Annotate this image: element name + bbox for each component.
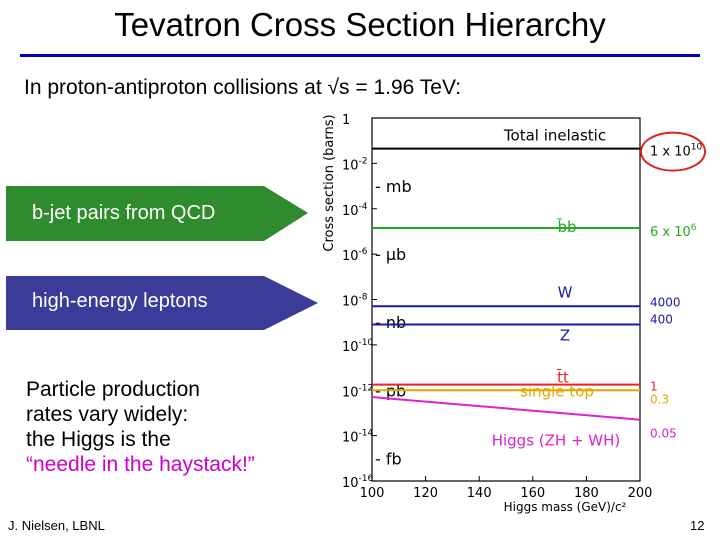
note-line-1: Particle production	[26, 378, 200, 401]
series-value-label: 0.3	[650, 392, 669, 406]
y-tick-label: 10-10	[342, 338, 374, 355]
leptons-arrow	[6, 276, 318, 330]
x-tick-label: 180	[574, 486, 599, 501]
y-tick-label: 10-4	[342, 202, 368, 219]
unit-marker: - μb	[375, 245, 406, 264]
series-value-label: 0.05	[650, 427, 677, 441]
series-name: Total inelastic	[503, 127, 606, 145]
x-tick-label: 120	[413, 486, 438, 501]
slide-title: Tevatron Cross Section Hierarchy	[114, 6, 606, 43]
series-value-label: 1	[650, 380, 658, 394]
bjet-arrow	[6, 186, 308, 241]
bjet-arrow-label: b-jet pairs from QCD	[32, 202, 216, 224]
y-tick-label: 10-14	[342, 429, 374, 446]
title-underline	[20, 54, 700, 57]
x-tick-label: 160	[520, 486, 545, 501]
highlight-circle	[640, 131, 706, 172]
note-line-3: the Higgs is the	[26, 428, 171, 451]
note-line-2: rates vary widely:	[26, 403, 189, 426]
series-value-label: 4000	[650, 295, 681, 309]
y-tick-label: 10-2	[342, 156, 368, 173]
x-tick-label: 100	[360, 486, 385, 501]
author-footer: J. Nielsen, LBNL	[8, 518, 105, 533]
unit-marker: - fb	[375, 449, 402, 468]
slide-subtitle: In proton-antiproton collisions at √s = …	[24, 76, 462, 99]
x-tick-label: 200	[628, 486, 653, 501]
series-name: Z	[560, 326, 570, 344]
series-name: b̄b	[557, 217, 576, 236]
series-line	[371, 396, 641, 421]
y-axis-label: Cross section (barns)	[322, 114, 337, 251]
series-value-label: 6 x 106	[650, 223, 697, 240]
plot-frame	[371, 117, 641, 482]
page-number: 12	[690, 518, 705, 533]
leptons-arrow-label: high-energy leptons	[32, 290, 208, 312]
series-name: Higgs (ZH + WH)	[492, 431, 621, 449]
y-tick-label: 10-16	[342, 474, 374, 491]
unit-marker: - nb	[375, 313, 406, 332]
unit-marker: - mb	[375, 177, 412, 196]
cross-section-chart: Cross section (barns) Higgs mass (GeV)/c…	[322, 113, 706, 514]
y-tick-label: 10-8	[342, 293, 368, 310]
y-tick-label: 10-12	[342, 383, 373, 400]
series-name: t̄t	[557, 368, 569, 387]
y-tick-label: 10-6	[342, 247, 368, 264]
note-highlight: “needle in the haystack!”	[26, 453, 255, 476]
y-tick-label: 1	[342, 113, 350, 128]
explanatory-note: Particle production rates vary widely: t…	[26, 377, 255, 477]
series-name: single top	[520, 382, 594, 400]
x-tick-label: 140	[467, 486, 492, 501]
series-name: W	[558, 283, 573, 301]
series-value-label: 1 x 1010	[650, 143, 703, 160]
series-value-label: 400	[650, 312, 673, 326]
x-axis-label: Higgs mass (GeV)/c²	[504, 500, 627, 514]
